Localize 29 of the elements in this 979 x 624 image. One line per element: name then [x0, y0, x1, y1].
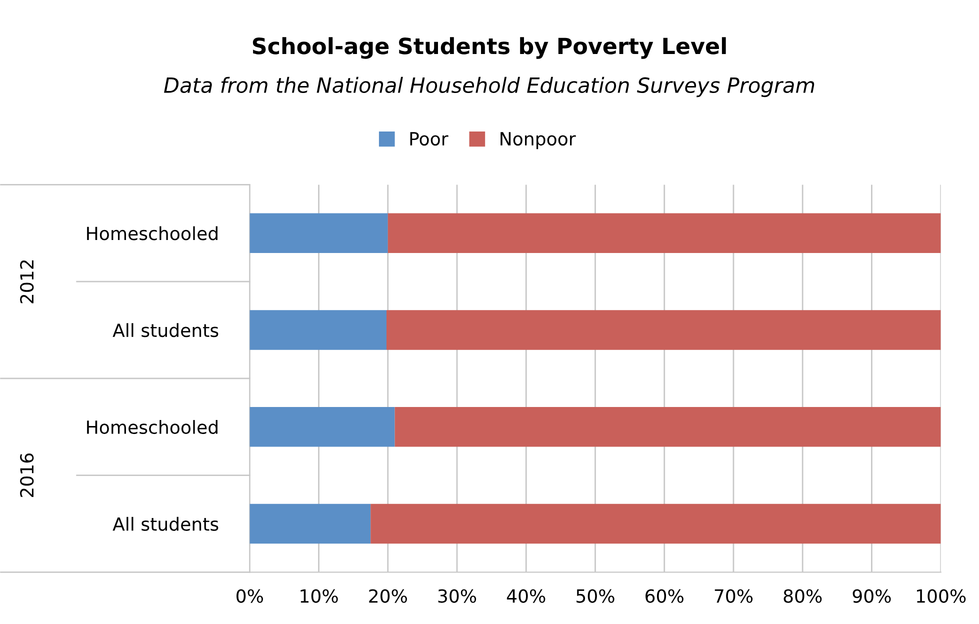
x-tick-label: 40%: [506, 589, 546, 603]
chart-subtitle: Data from the National Household Education Surveys Program: [164, 76, 814, 98]
bar: [250, 407, 395, 447]
text: 2016: [20, 453, 34, 497]
x-tick-label: 50%: [576, 589, 614, 603]
chart-title: School-age Students by Poverty Level: [252, 37, 726, 59]
bar: [386, 310, 941, 350]
x-tick-label: 70%: [714, 589, 753, 603]
bar: [250, 310, 386, 350]
x-tick-label: 80%: [784, 589, 822, 603]
bar: [250, 504, 371, 544]
x-tick-label: 90%: [852, 589, 891, 603]
x-tick-label: 0%: [236, 589, 263, 603]
bar: [388, 213, 941, 253]
x-tick-label: 60%: [646, 589, 684, 603]
x-tick-label: 10%: [300, 589, 338, 603]
legend-label: Nonpoor: [500, 132, 576, 150]
y-tick-label: Homeschooled: [87, 420, 218, 434]
y-tick-label: All students: [112, 516, 218, 531]
x-tick-label: 100%: [916, 589, 966, 603]
text: 2012: [20, 260, 34, 304]
bar: [394, 407, 941, 447]
y-tick-label: All students: [112, 323, 218, 338]
legend-label: Poor: [410, 132, 448, 146]
x-tick-label: 30%: [438, 589, 476, 603]
x-tick-label: 20%: [369, 589, 407, 603]
bar: [250, 213, 388, 253]
bar: [370, 504, 941, 544]
y-tick-label: Homeschooled: [87, 226, 218, 240]
